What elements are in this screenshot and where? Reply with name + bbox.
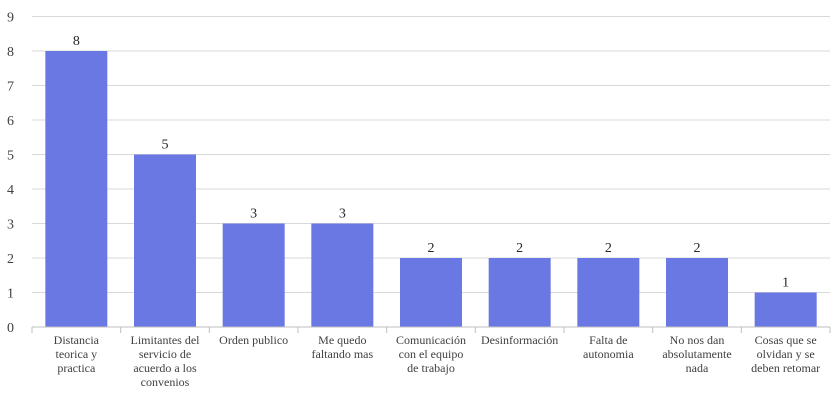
y-tick-label: 1 — [7, 287, 14, 302]
bar-1 — [134, 154, 196, 327]
category-label-line: Me quedo — [318, 333, 366, 347]
category-label-line: servicio de — [139, 347, 191, 361]
category-label-line: Distancia — [54, 333, 100, 347]
category-label-line: con el equipo — [399, 347, 464, 361]
y-tick-label: 0 — [7, 321, 14, 336]
category-label-6: Falta de autonomia — [583, 333, 634, 361]
category-label-line: deben retomar — [751, 361, 820, 375]
category-label-line: absolutamente — [662, 347, 731, 361]
data-label-1: 5 — [162, 138, 169, 153]
data-label-7: 2 — [694, 241, 701, 256]
bar-0 — [45, 51, 108, 327]
category-label-5: Desinformación — [481, 333, 558, 347]
bar-5 — [488, 258, 551, 327]
category-label-line: Orden publico — [219, 333, 288, 347]
data-label-3: 3 — [339, 207, 346, 222]
category-label-7: No nos dan absolutamente nada — [662, 333, 731, 375]
category-label-line: Limitantes del — [131, 333, 201, 347]
y-tick-label: 7 — [7, 80, 14, 95]
bar-3 — [311, 223, 374, 327]
bar-8 — [754, 292, 817, 327]
data-label-6: 2 — [605, 241, 612, 256]
y-tick-label: 4 — [7, 183, 14, 198]
category-label-line: de trabajo — [407, 361, 455, 375]
category-label-line: Falta de — [589, 333, 627, 347]
y-tick-label: 9 — [7, 11, 14, 26]
category-label-line: nada — [686, 361, 709, 375]
category-label-line: Desinformación — [481, 333, 558, 347]
data-label-2: 3 — [250, 207, 257, 222]
y-tick-label: 5 — [7, 149, 14, 164]
y-axis-tick-labels: 0 1 2 3 4 5 6 7 8 9 — [7, 11, 14, 337]
category-label-line: convenios — [141, 375, 190, 389]
category-label-line: olvidan y se — [757, 347, 815, 361]
category-label-line: acuerdo a los — [133, 361, 197, 375]
category-label-line: teorica y — [56, 347, 98, 361]
category-label-line: Cosas que se — [755, 333, 817, 347]
category-label-line: Comunicación — [396, 333, 466, 347]
category-label-1: Limitantes del servicio de acuerdo a los co… — [131, 333, 201, 389]
category-label-0: Distancia teorica y practica — [54, 333, 100, 375]
category-label-line: No nos dan — [670, 333, 725, 347]
y-tick-label: 3 — [7, 218, 14, 233]
category-label-line: practica — [57, 361, 96, 375]
category-label-line: autonomia — [583, 347, 634, 361]
category-label-4: Comunicación con el equipo de trabajo — [396, 333, 466, 375]
data-label-0: 8 — [73, 34, 80, 49]
y-tick-label: 2 — [7, 252, 14, 267]
bar-4 — [400, 258, 462, 327]
data-labels: 8 5 3 3 2 2 2 2 1 — [73, 34, 789, 291]
data-label-4: 2 — [428, 241, 435, 256]
category-label-3: Me quedo faltando mas — [312, 333, 374, 361]
data-label-5: 2 — [516, 241, 523, 256]
category-label-8: Cosas que se olvidan y se deben retomar — [751, 333, 820, 375]
bars — [45, 51, 817, 327]
bar-7 — [666, 258, 728, 327]
y-tick-label: 8 — [7, 45, 14, 60]
data-label-8: 1 — [782, 276, 789, 291]
y-tick-label: 6 — [7, 114, 14, 129]
category-label-line: faltando mas — [312, 347, 374, 361]
bar-6 — [577, 258, 640, 327]
x-axis-category-labels: Distancia teorica y practica Limitantes del… — [54, 333, 820, 389]
bar-2 — [222, 223, 285, 327]
category-label-2: Orden publico — [219, 333, 288, 347]
